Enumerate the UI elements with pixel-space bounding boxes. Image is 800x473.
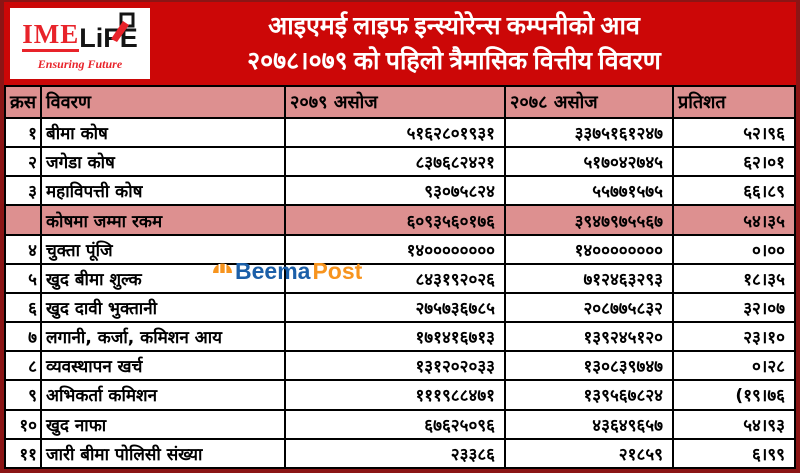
value-2078-cell: १३९२४५१२०	[504, 321, 674, 353]
percent-cell: १८।३५	[672, 262, 796, 294]
page-title-line2: २०७८।०७९ को पहिलो त्रैमासिक वित्तीय विवर…	[247, 47, 661, 75]
label-cell: जारी बीमा पोलिसी संख्या	[40, 437, 286, 470]
label-cell: खुद बीमा शुल्क	[40, 262, 286, 294]
value-2078-cell: ७१२४६३२९३	[504, 262, 674, 294]
label-cell: महाविपत्ती कोष	[40, 175, 286, 207]
logo-wordmark: IME LiFE	[22, 21, 138, 52]
percent-cell: ०।२८	[672, 350, 796, 382]
value-2079-cell: १३१२०२०३३	[284, 350, 506, 382]
table-body: १ बीमा कोष ५१६२८०१९३१ ३३७५१६१२४७ ५२।९६ २ जगेडा…	[4, 116, 796, 470]
percent-cell: ०।००	[672, 233, 796, 265]
serial-cell: ७	[4, 321, 42, 353]
table-row: ८ व्यवस्थापन खर्च १३१२०२०३३ १३०८३९७४७ ०।२८	[4, 350, 796, 382]
label-cell: बीमा कोष	[40, 116, 286, 149]
label-cell: व्यवस्थापन खर्च	[40, 350, 286, 382]
value-2078-cell: १३९५६७८२४	[504, 379, 674, 411]
serial-cell: २	[4, 146, 42, 178]
label-cell: कोषमा जम्मा रकम	[40, 204, 286, 236]
value-2078-cell: २०८७७५८३२	[504, 291, 674, 324]
value-2079-cell: १४००००००००	[284, 233, 506, 265]
value-2079-cell: १११९८८४७१	[284, 379, 506, 411]
ime-flag-icon	[110, 12, 136, 47]
serial-cell: ११	[4, 437, 42, 470]
serial-cell: ८	[4, 350, 42, 382]
col-header-2078: २०७८ असोज	[504, 85, 674, 119]
serial-cell: ४	[4, 233, 42, 265]
value-2079-cell: ६७६२५०९६	[284, 408, 506, 440]
percent-cell: ५४।३५	[672, 204, 796, 236]
value-2079-cell: ५१६२८०१९३१	[284, 116, 506, 149]
table-row: २ जगेडा कोष ८३७६८२४२१ ५१७०४२७४५ ६२।०१	[4, 146, 796, 178]
percent-cell: ३२।०७	[672, 291, 796, 324]
table-row: ७ लगानी, कर्जा, कमिशन आय १७१४१६७१३ १३९२४५१२…	[4, 321, 796, 353]
value-2078-cell: ५१७०४२७४५	[504, 146, 674, 178]
label-cell: अभिकर्ता कमिशन	[40, 379, 286, 411]
value-2078-cell: १४००००००००	[504, 233, 674, 265]
value-2079-cell: १७१४१६७१३	[284, 321, 506, 353]
table-row: ११ जारी बीमा पोलिसी संख्या २३३८६ २१८५९ ६।९९	[4, 437, 796, 470]
value-2078-cell: ४३६४९६५७	[504, 408, 674, 440]
table-row: ६ खुद दावी भुक्तानी २७५७३६७८५ २०८७७५८३२ ३२।०…	[4, 291, 796, 324]
col-header-2079: २०७९ असोज	[284, 85, 506, 119]
logo-tagline: Ensuring Future	[37, 57, 123, 71]
value-2078-cell: ३९४७९७५५६७	[504, 204, 674, 236]
percent-cell: ६।९९	[672, 437, 796, 470]
table-row: १ बीमा कोष ५१६२८०१९३१ ३३७५१६१२४७ ५२।९६	[4, 116, 796, 149]
serial-cell: १	[4, 116, 42, 149]
page-title-line1: आइएमई लाइफ इन्स्योरेन्स कम्पनीको आव	[268, 12, 640, 40]
percent-cell: ६६।८९	[672, 175, 796, 207]
ime-life-logo: IME LiFE Ensuring Future	[10, 8, 150, 79]
value-2078-cell: १३०८३९७४७	[504, 350, 674, 382]
table-row: ५ खुद बीमा शुल्क ८४३१९२०२६ ७१२४६३२९३ १८।३५	[4, 262, 796, 294]
col-header-sn: क्रस	[4, 85, 42, 119]
value-2078-cell: ३३७५१६१२४७	[504, 116, 674, 149]
table-row: १० खुद नाफा ६७६२५०९६ ४३६४९६५७ ५४।९३	[4, 408, 796, 440]
table-row: ४ चुक्ता पूंजि १४०००००००० १४०००००००० ०।००	[4, 233, 796, 265]
percent-cell: ६२।०१	[672, 146, 796, 178]
percent-cell: ५४।९३	[672, 408, 796, 440]
value-2079-cell: ८४३१९२०२६	[284, 262, 506, 294]
label-cell: खुद नाफा	[40, 408, 286, 440]
label-cell: खुद दावी भुक्तानी	[40, 291, 286, 324]
col-header-percent: प्रतिशत	[672, 85, 796, 119]
logo-ime-text: IME	[22, 21, 80, 52]
logo-life-text: LiFE	[79, 23, 138, 53]
page-title: आइएमई लाइफ इन्स्योरेन्स कम्पनीको आव २०७८…	[150, 9, 788, 79]
percent-cell: ५२।९६	[672, 116, 796, 149]
label-cell: लगानी, कर्जा, कमिशन आय	[40, 321, 286, 353]
serial-cell: ६	[4, 291, 42, 324]
value-2079-cell: २७५७३६७८५	[284, 291, 506, 324]
value-2079-cell: ६०९३५६०१७६	[284, 204, 506, 236]
table-row: ३ महाविपत्ती कोष ९३०७५८२४ ५५७७१५७५ ६६।८९	[4, 175, 796, 207]
value-2078-cell: २१८५९	[504, 437, 674, 470]
serial-cell: ३	[4, 175, 42, 207]
value-2079-cell: ८३७६८२४२१	[284, 146, 506, 178]
table-header-row: क्रस विवरण २०७९ असोज २०७८ असोज प्रतिशत	[4, 85, 796, 119]
serial-cell: १०	[4, 408, 42, 440]
label-cell: जगेडा कोष	[40, 146, 286, 178]
percent-cell: (१९।७६	[672, 379, 796, 411]
financial-table: क्रस विवरण २०७९ असोज २०७८ असोज प्रतिशत १…	[4, 85, 796, 470]
percent-cell: २३।१०	[672, 321, 796, 353]
header-banner: IME LiFE Ensuring Future आइएमई लाइफ इन्स्…	[4, 2, 796, 85]
serial-cell	[4, 204, 42, 236]
value-2079-cell: २३३८६	[284, 437, 506, 470]
value-2078-cell: ५५७७१५७५	[504, 175, 674, 207]
label-cell: चुक्ता पूंजि	[40, 233, 286, 265]
serial-cell: ५	[4, 262, 42, 294]
table-row: ९ अभिकर्ता कमिशन १११९८८४७१ १३९५६७८२४ (१९।७६	[4, 379, 796, 411]
col-header-label: विवरण	[40, 85, 286, 119]
serial-cell: ९	[4, 379, 42, 411]
value-2079-cell: ९३०७५८२४	[284, 175, 506, 207]
table-row: कोषमा जम्मा रकम ६०९३५६०१७६ ३९४७९७५५६७ ५४।३५	[4, 204, 796, 236]
